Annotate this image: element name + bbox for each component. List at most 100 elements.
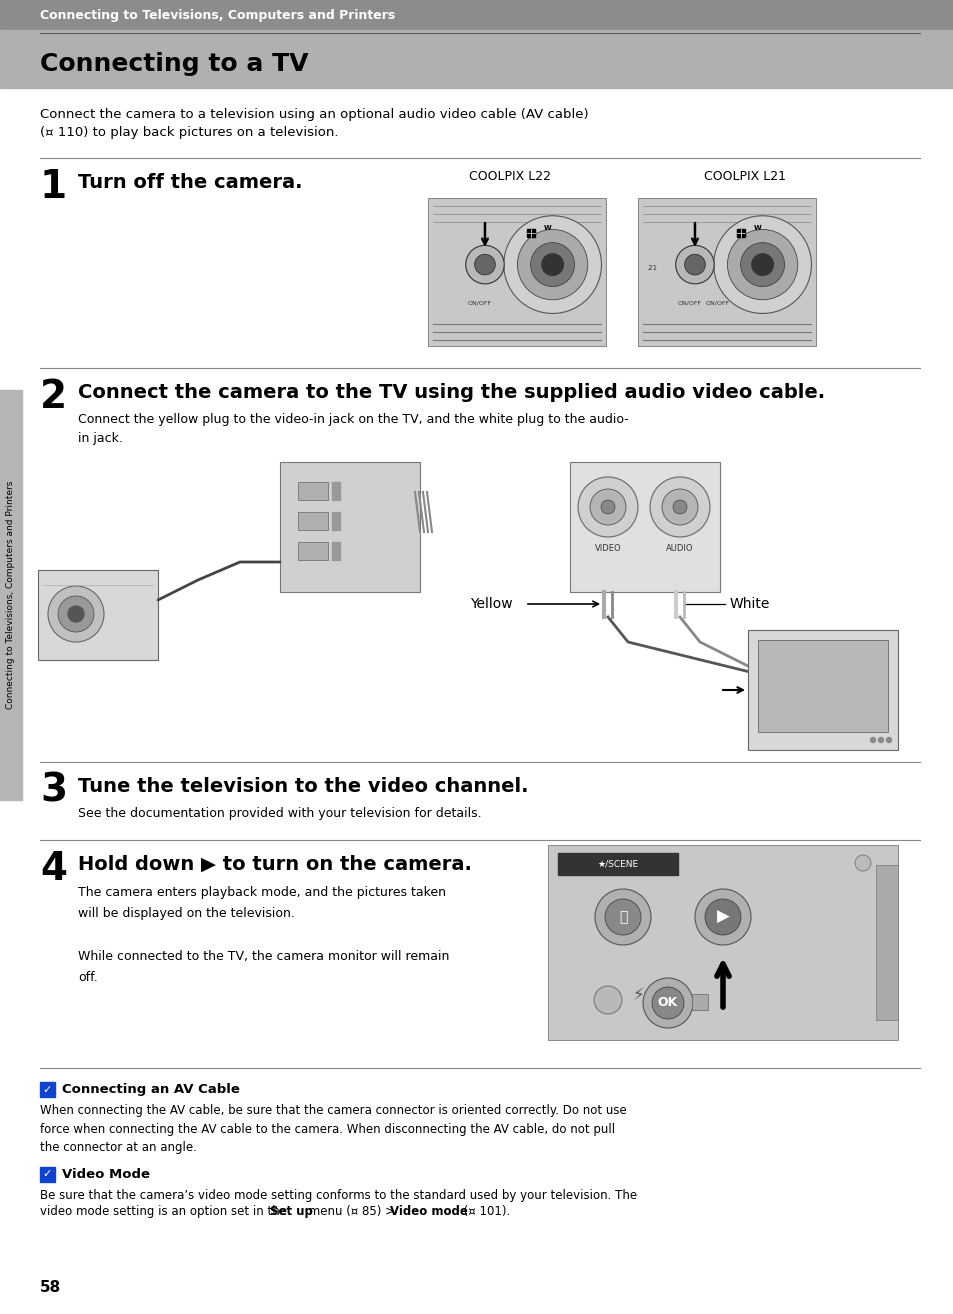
Circle shape <box>684 254 704 275</box>
Bar <box>0 390 22 800</box>
Text: .21: .21 <box>645 264 657 271</box>
Text: Connect the camera to the TV using the supplied audio video cable.: Connect the camera to the TV using the s… <box>78 382 824 402</box>
Text: Connect the camera to a television using an optional audio video cable (AV cable: Connect the camera to a television using… <box>40 108 588 121</box>
Text: Connecting an AV Cable: Connecting an AV Cable <box>62 1084 239 1096</box>
Text: (¤ 101).: (¤ 101). <box>459 1205 510 1218</box>
Circle shape <box>695 890 750 945</box>
Text: AUDIO: AUDIO <box>665 544 693 553</box>
Circle shape <box>854 855 870 871</box>
Text: ✓: ✓ <box>43 1084 52 1095</box>
Text: Connecting to Televisions, Computers and Printers: Connecting to Televisions, Computers and… <box>7 481 15 710</box>
Circle shape <box>713 215 811 314</box>
Bar <box>736 229 744 237</box>
Bar <box>638 198 815 346</box>
Text: ON/OFF: ON/OFF <box>467 301 491 306</box>
Bar <box>547 845 897 1039</box>
Text: ⚡: ⚡ <box>632 986 643 1004</box>
Text: COOLPIX L22: COOLPIX L22 <box>469 170 551 183</box>
Text: W: W <box>753 225 760 231</box>
Text: Yellow: Yellow <box>470 597 512 611</box>
Text: ✓: ✓ <box>43 1169 52 1180</box>
Text: While connected to the TV, the camera monitor will remain
off.: While connected to the TV, the camera mo… <box>78 950 449 984</box>
Circle shape <box>869 737 875 742</box>
Text: Be sure that the camera’s video mode setting conforms to the standard used by yo: Be sure that the camera’s video mode set… <box>40 1189 637 1202</box>
Circle shape <box>751 254 773 276</box>
Circle shape <box>885 737 890 742</box>
Bar <box>332 512 339 530</box>
Circle shape <box>474 254 495 275</box>
Circle shape <box>600 501 615 514</box>
Text: 2: 2 <box>40 378 67 417</box>
Bar <box>0 0 953 30</box>
Text: W: W <box>543 225 551 231</box>
Text: COOLPIX L21: COOLPIX L21 <box>703 170 785 183</box>
Bar <box>332 541 339 560</box>
Circle shape <box>704 899 740 936</box>
Text: 58: 58 <box>40 1280 61 1296</box>
Bar <box>297 541 328 560</box>
Circle shape <box>594 986 621 1014</box>
Circle shape <box>661 489 698 526</box>
Text: Video Mode: Video Mode <box>62 1168 150 1181</box>
Circle shape <box>68 606 84 622</box>
Circle shape <box>651 987 683 1018</box>
Circle shape <box>517 230 587 300</box>
Bar <box>428 198 605 346</box>
Bar <box>297 482 328 501</box>
Bar <box>40 1081 55 1097</box>
Text: Connecting to a TV: Connecting to a TV <box>40 53 308 76</box>
Circle shape <box>675 246 714 284</box>
Circle shape <box>503 215 600 314</box>
Bar <box>558 853 678 875</box>
Text: OK: OK <box>658 996 678 1009</box>
Circle shape <box>530 243 574 286</box>
Bar <box>0 30 953 88</box>
Text: VIDEO: VIDEO <box>594 544 620 553</box>
Bar <box>747 629 897 750</box>
Circle shape <box>541 254 563 276</box>
Circle shape <box>642 978 692 1028</box>
Circle shape <box>465 246 504 284</box>
Text: Connecting to Televisions, Computers and Printers: Connecting to Televisions, Computers and… <box>40 8 395 21</box>
Text: menu (¤ 85) >: menu (¤ 85) > <box>305 1205 398 1218</box>
Text: See the documentation provided with your television for details.: See the documentation provided with your… <box>78 807 481 820</box>
Text: Tune the television to the video channel.: Tune the television to the video channel… <box>78 777 528 796</box>
Bar <box>569 463 720 593</box>
Text: (¤ 110) to play back pictures on a television.: (¤ 110) to play back pictures on a telev… <box>40 126 338 139</box>
Text: 📷: 📷 <box>618 911 626 924</box>
Bar <box>758 640 887 732</box>
Text: ▶: ▶ <box>716 908 729 926</box>
Text: When connecting the AV cable, be sure that the camera connector is oriented corr: When connecting the AV cable, be sure th… <box>40 1104 626 1154</box>
Circle shape <box>604 899 640 936</box>
Text: 4: 4 <box>40 850 67 888</box>
Text: 3: 3 <box>40 773 67 809</box>
Text: Hold down ▶ to turn on the camera.: Hold down ▶ to turn on the camera. <box>78 855 472 874</box>
Bar <box>297 512 328 530</box>
Circle shape <box>58 597 94 632</box>
Bar <box>691 993 707 1010</box>
Circle shape <box>649 477 709 537</box>
Circle shape <box>740 243 783 286</box>
Text: Connect the yellow plug to the video-in jack on the TV, and the white plug to th: Connect the yellow plug to the video-in … <box>78 413 628 445</box>
Circle shape <box>878 737 882 742</box>
Circle shape <box>48 586 104 643</box>
Text: video mode setting is an option set in the: video mode setting is an option set in t… <box>40 1205 291 1218</box>
Circle shape <box>589 489 625 526</box>
Bar <box>875 865 897 1020</box>
Text: ON/OFF: ON/OFF <box>705 301 729 306</box>
Circle shape <box>595 890 650 945</box>
Text: ★/SCENE: ★/SCENE <box>597 859 638 869</box>
Bar <box>526 229 534 237</box>
Circle shape <box>578 477 638 537</box>
Circle shape <box>727 230 797 300</box>
Text: Turn off the camera.: Turn off the camera. <box>78 173 302 192</box>
Text: The camera enters playback mode, and the pictures taken
will be displayed on the: The camera enters playback mode, and the… <box>78 886 446 920</box>
Text: White: White <box>729 597 770 611</box>
Bar <box>280 463 419 593</box>
Bar <box>40 1167 55 1183</box>
Text: Video mode: Video mode <box>390 1205 467 1218</box>
Text: Set up: Set up <box>270 1205 313 1218</box>
Bar <box>38 570 158 660</box>
Text: 1: 1 <box>40 168 67 206</box>
Circle shape <box>672 501 686 514</box>
